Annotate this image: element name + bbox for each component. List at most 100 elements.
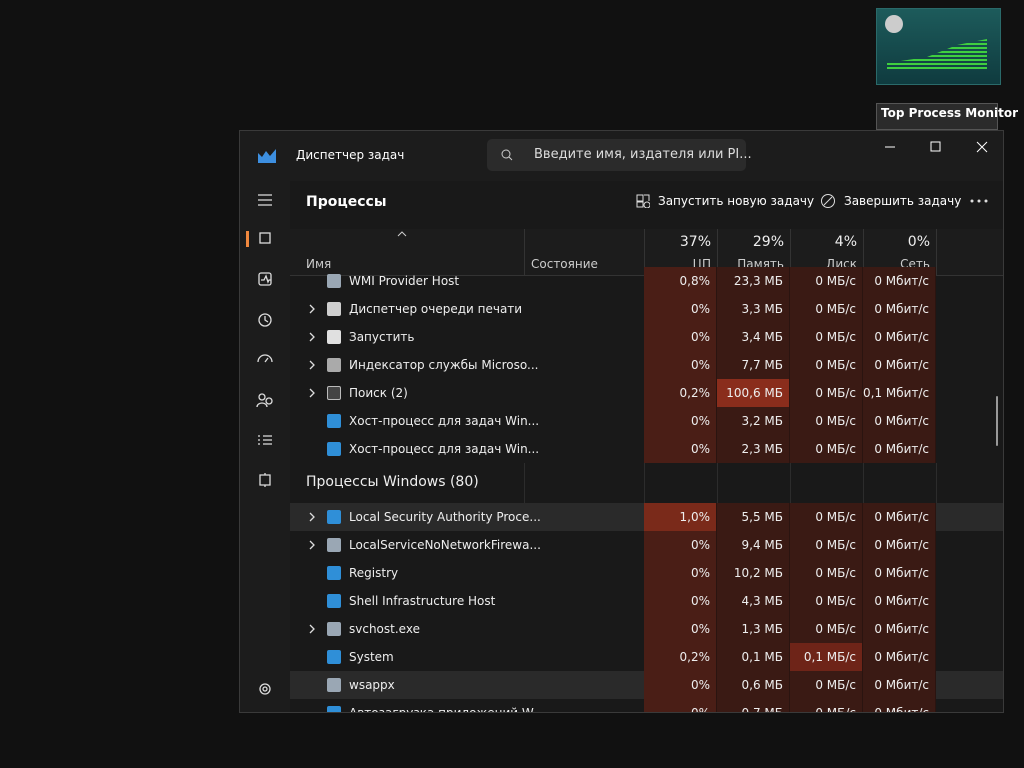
col-name: Имя	[306, 257, 332, 271]
expand-chevron[interactable]	[308, 512, 316, 522]
process-icon	[327, 594, 341, 608]
cell-disk: 0 МБ/с	[790, 615, 863, 643]
cell-net: 0 Мбит/с	[863, 559, 936, 587]
cell-cpu: 0,2%	[644, 643, 717, 671]
content: Процессы Запустить новую задачу Завершит…	[290, 181, 1003, 712]
widget-icon	[885, 15, 903, 33]
process-row[interactable]: wsappx 0% 0,6 МБ 0 МБ/с 0 Мбит/с	[290, 671, 1003, 699]
process-name: Индексатор службы Microso...	[349, 358, 539, 372]
process-row[interactable]: Индексатор службы Microso... 0% 7,7 МБ 0 МБ…	[290, 351, 1003, 379]
cell-net: 0 Мбит/с	[863, 587, 936, 615]
new-task-icon	[636, 194, 650, 208]
column-separator	[644, 229, 645, 275]
cell-mem: 2,3 МБ	[717, 435, 790, 463]
cell-disk: 0 МБ/с	[790, 351, 863, 379]
process-row[interactable]: Автозагрузка приложений W... 0% 0,7 МБ 0 МБ…	[290, 699, 1003, 712]
scrollbar[interactable]	[996, 396, 998, 446]
end-task-button[interactable]: Завершить задачу	[844, 194, 962, 208]
process-icon	[327, 678, 341, 692]
process-row[interactable]: WMI Provider Host 0,8% 23,3 МБ 0 МБ/с 0 Мбит…	[290, 267, 1003, 295]
process-row[interactable]: System 0,2% 0,1 МБ 0,1 МБ/с 0 Мбит/с	[290, 643, 1003, 671]
cell-disk: 0 МБ/с	[790, 559, 863, 587]
col-net-total: 0%	[907, 234, 930, 250]
process-icon	[327, 706, 341, 712]
cell-net: 0 Мбит/с	[863, 531, 936, 559]
cell-cpu: 1,0%	[644, 503, 717, 531]
process-row[interactable]: Хост-процесс для задач Win... 0% 3,2 МБ 0 М…	[290, 407, 1003, 435]
expand-chevron[interactable]	[308, 388, 316, 398]
cell-cpu: 0%	[644, 351, 717, 379]
widget-label[interactable]: Top Process Monitor	[876, 103, 1018, 130]
process-icon	[327, 510, 341, 524]
expand-chevron[interactable]	[308, 540, 316, 550]
cell-net: 0 Мбит/с	[863, 407, 936, 435]
new-task-button[interactable]: Запустить новую задачу	[658, 194, 815, 208]
window-controls[interactable]	[880, 139, 1000, 155]
expand-chevron[interactable]	[308, 360, 316, 370]
cell-mem: 100,6 МБ	[717, 379, 790, 407]
col-cpu-total: 37%	[679, 234, 711, 250]
process-row[interactable]: Поиск (2) 0,2% 100,6 МБ 0 МБ/с 0,1 Мбит/с	[290, 379, 1003, 407]
cell-disk: 0 МБ/с	[790, 699, 863, 712]
process-row[interactable]: Local Security Authority Proce... 1,0% 5,5…	[290, 503, 1003, 531]
cell-mem: 1,3 МБ	[717, 615, 790, 643]
cell-cpu: 0,2%	[644, 379, 717, 407]
more-button[interactable]	[970, 199, 990, 203]
process-icon	[327, 330, 341, 344]
cell-net: 0 Мбит/с	[863, 267, 936, 295]
process-icon	[327, 274, 341, 288]
cell-disk: 0 МБ/с	[790, 295, 863, 323]
cell-cpu: 0%	[644, 435, 717, 463]
search-box[interactable]: Введите имя, издателя или PI...	[487, 139, 752, 171]
nav-rail[interactable]	[240, 181, 290, 713]
process-name: LocalServiceNoNetworkFirewa...	[349, 538, 541, 552]
column-separator	[863, 463, 864, 503]
cell-cpu: 0%	[644, 587, 717, 615]
process-icon	[327, 566, 341, 580]
process-row[interactable]: Запустить 0% 3,4 МБ 0 МБ/с 0 Мбит/с	[290, 323, 1003, 351]
process-row[interactable]: Shell Infrastructure Host 0% 4,3 МБ 0 МБ/с 0…	[290, 587, 1003, 615]
column-separator	[717, 229, 718, 275]
group-title: Процессы Windows (80)	[306, 474, 479, 490]
cell-net: 0 Мбит/с	[863, 503, 936, 531]
process-icon	[327, 414, 341, 428]
cell-cpu: 0,8%	[644, 267, 717, 295]
process-row[interactable]: LocalServiceNoNetworkFirewa... 0% 9,4 МБ 0 …	[290, 531, 1003, 559]
process-name: WMI Provider Host	[349, 274, 460, 288]
cell-net: 0 Мбит/с	[863, 615, 936, 643]
search-placeholder: Введите имя, издателя или PI...	[534, 147, 752, 162]
app-icon	[258, 149, 276, 163]
cell-disk: 0,1 МБ/с	[790, 643, 863, 671]
process-list: WMI Provider Host 0,8% 23,3 МБ 0 МБ/с 0 Мбит…	[290, 181, 1003, 712]
cell-net: 0 Мбит/с	[863, 699, 936, 712]
process-row[interactable]: svchost.exe 0% 1,3 МБ 0 МБ/с 0 Мбит/с	[290, 615, 1003, 643]
process-name: Запустить	[349, 330, 415, 344]
cell-cpu: 0%	[644, 615, 717, 643]
expand-chevron[interactable]	[308, 332, 316, 342]
cell-disk: 0 МБ/с	[790, 267, 863, 295]
process-row[interactable]: Registry 0% 10,2 МБ 0 МБ/с 0 Мбит/с	[290, 559, 1003, 587]
cell-mem: 10,2 МБ	[717, 559, 790, 587]
cell-net: 0 Мбит/с	[863, 323, 936, 351]
column-separator	[936, 463, 937, 503]
process-name: Local Security Authority Proce...	[349, 510, 541, 524]
cell-disk: 0 МБ/с	[790, 323, 863, 351]
cell-net: 0 Мбит/с	[863, 295, 936, 323]
cell-mem: 3,2 МБ	[717, 407, 790, 435]
expand-chevron[interactable]	[308, 304, 316, 314]
expand-chevron[interactable]	[308, 624, 316, 634]
process-name: System	[349, 650, 394, 664]
search-icon	[501, 149, 513, 161]
cell-disk: 0 МБ/с	[790, 503, 863, 531]
process-name: Registry	[349, 566, 399, 580]
cell-mem: 0,6 МБ	[717, 671, 790, 699]
process-row[interactable]: Диспетчер очереди печати 0% 3,3 МБ 0 МБ/с 0 …	[290, 295, 1003, 323]
column-separator	[644, 463, 645, 503]
cell-cpu: 0%	[644, 323, 717, 351]
cell-mem: 23,3 МБ	[717, 267, 790, 295]
column-separator	[524, 229, 525, 275]
cell-disk: 0 МБ/с	[790, 531, 863, 559]
group-row: Процессы Windows (80)	[290, 463, 1003, 503]
process-icon	[327, 650, 341, 664]
process-row[interactable]: Хост-процесс для задач Win... 0% 2,3 МБ 0 М…	[290, 435, 1003, 463]
